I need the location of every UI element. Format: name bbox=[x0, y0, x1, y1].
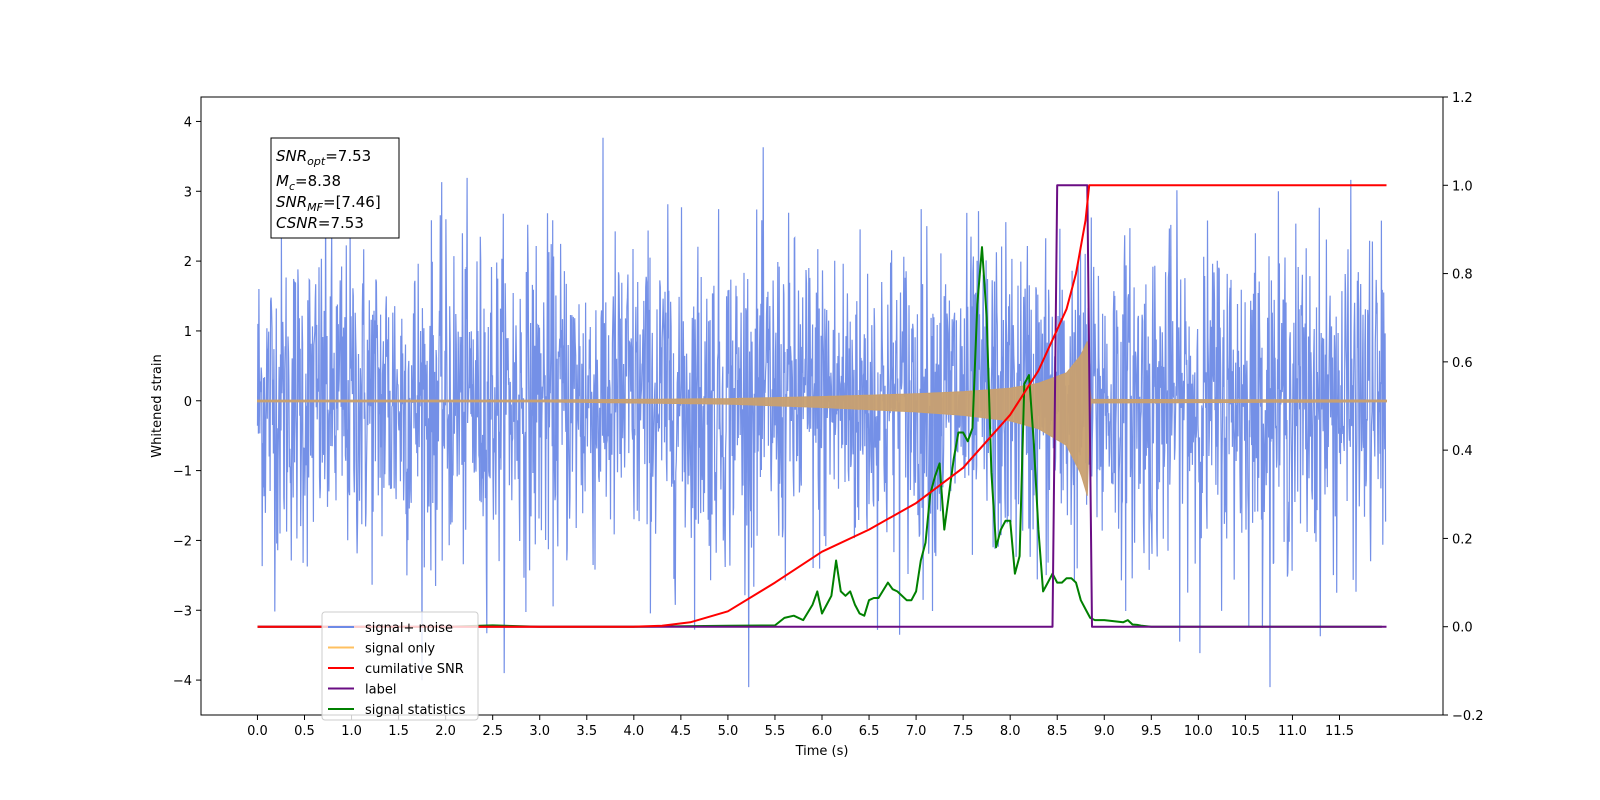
right-y-tick-label: 1.0 bbox=[1452, 179, 1473, 194]
left-y-tick-label: −4 bbox=[173, 674, 192, 689]
legend: signal+ noise signal only cumilative SNR la… bbox=[321, 611, 479, 721]
right-y-tick-label: 1.2 bbox=[1452, 91, 1473, 106]
legend-label: label bbox=[365, 683, 396, 698]
info-csnr: CSNR=7.53 bbox=[276, 214, 364, 232]
cumulative-snr-line bbox=[257, 184, 1387, 628]
signal-only-band bbox=[257, 341, 1387, 496]
x-tick-label: 7.0 bbox=[906, 724, 927, 739]
label-line bbox=[257, 184, 1387, 628]
right-y-tick-label: 0.6 bbox=[1452, 356, 1473, 371]
info-snr-opt: SNRopt=7.53 bbox=[276, 147, 371, 168]
x-tick-label: 0.0 bbox=[247, 724, 268, 739]
signal-only-series bbox=[257, 341, 1387, 496]
x-tick-label: 8.0 bbox=[1000, 724, 1021, 739]
left-y-tick-label: −2 bbox=[173, 534, 192, 549]
x-tick-label: 1.5 bbox=[388, 724, 409, 739]
right-y-tick-label: −0.2 bbox=[1452, 709, 1484, 724]
x-tick-label: 6.0 bbox=[812, 724, 833, 739]
signal-plus-noise-series bbox=[256, 137, 1387, 688]
legend-label: signal only bbox=[365, 642, 435, 657]
x-tick-label: 10.5 bbox=[1231, 724, 1260, 739]
x-axis-ticks: 0.0 0.5 1.0 1.5 2.0 2.5 3.0 3.5 4.0 4.5 5.0 5.5 6.0 6… bbox=[247, 715, 1354, 739]
right-y-tick-label: 0.0 bbox=[1452, 621, 1473, 636]
left-y-tick-label: 2 bbox=[184, 255, 192, 270]
right-axis-series bbox=[257, 184, 1387, 628]
x-tick-label: 5.5 bbox=[765, 724, 786, 739]
x-tick-label: 6.5 bbox=[859, 724, 880, 739]
x-tick-label: 9.0 bbox=[1094, 724, 1115, 739]
legend-label: signal statistics bbox=[365, 703, 466, 718]
legend-label: cumilative SNR bbox=[365, 662, 464, 677]
left-y-tick-label: 4 bbox=[184, 115, 192, 130]
x-tick-label: 5.0 bbox=[718, 724, 739, 739]
right-y-tick-label: 0.2 bbox=[1452, 532, 1473, 547]
info-chirp-mass: Mc=8.38 bbox=[276, 172, 341, 193]
x-tick-label: 3.0 bbox=[529, 724, 550, 739]
legend-frame bbox=[321, 611, 479, 721]
right-y-axis-ticks: 1.2 1.0 0.8 0.6 0.4 0.2 0.0 −0.2 bbox=[1443, 91, 1484, 724]
info-box: SNRopt=7.53 Mc=8.38 SNRMF=[7.46] CSNR=7.… bbox=[270, 137, 400, 239]
left-y-tick-label: 3 bbox=[184, 185, 192, 200]
signal-statistics-line bbox=[257, 246, 1382, 628]
right-y-tick-label: 0.8 bbox=[1452, 268, 1473, 283]
info-snr-mf: SNRMF=[7.46] bbox=[276, 193, 381, 214]
x-tick-label: 8.5 bbox=[1047, 724, 1068, 739]
x-tick-label: 4.0 bbox=[623, 724, 644, 739]
noise-line bbox=[256, 137, 1387, 688]
x-axis-label: Time (s) bbox=[795, 744, 849, 759]
x-tick-label: 0.5 bbox=[294, 724, 315, 739]
info-box-frame bbox=[270, 137, 400, 239]
left-y-tick-label: 1 bbox=[184, 325, 192, 340]
x-tick-label: 1.0 bbox=[341, 724, 362, 739]
y-axis-label: Whitened strain bbox=[150, 354, 165, 457]
left-y-tick-label: −3 bbox=[173, 604, 192, 619]
x-tick-label: 2.5 bbox=[482, 724, 503, 739]
x-tick-label: 4.5 bbox=[671, 724, 692, 739]
legend-label: signal+ noise bbox=[365, 621, 453, 636]
x-tick-label: 7.5 bbox=[953, 724, 974, 739]
x-tick-label: 9.5 bbox=[1141, 724, 1162, 739]
left-y-tick-label: 0 bbox=[184, 395, 192, 410]
left-y-tick-label: −1 bbox=[173, 465, 192, 480]
x-tick-label: 11.5 bbox=[1325, 724, 1354, 739]
x-tick-label: 11.0 bbox=[1278, 724, 1307, 739]
x-tick-label: 3.5 bbox=[576, 724, 597, 739]
x-tick-label: 2.0 bbox=[435, 724, 456, 739]
x-tick-label: 10.0 bbox=[1184, 724, 1213, 739]
right-y-tick-label: 0.4 bbox=[1452, 444, 1473, 459]
left-y-axis-ticks: 4 3 2 1 0 −1 −2 −3 −4 bbox=[173, 115, 201, 689]
